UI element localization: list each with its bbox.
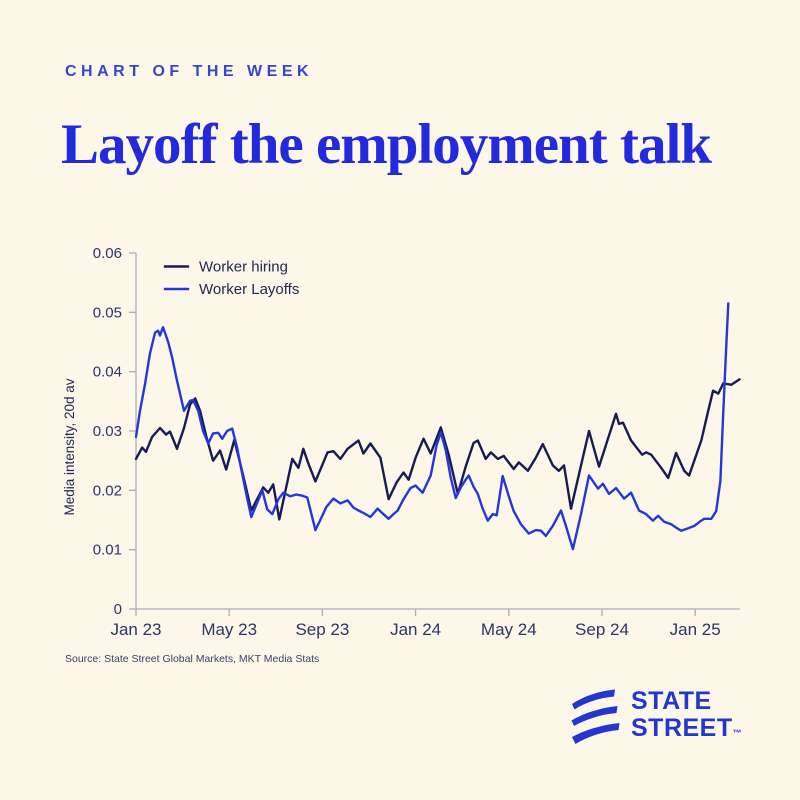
logo-text-state: STATE bbox=[631, 687, 712, 715]
x-tick-label: Jan 24 bbox=[390, 620, 441, 639]
y-tick-label: 0.03 bbox=[93, 423, 122, 440]
x-tick-label: May 24 bbox=[481, 620, 537, 639]
y-tick-label: 0.02 bbox=[93, 482, 122, 499]
trademark-symbol: ™ bbox=[732, 728, 742, 738]
series-line-worker-layoffs bbox=[134, 302, 730, 551]
page-title: Layoff the employment talk bbox=[61, 113, 712, 176]
logo-text-street: STREET bbox=[631, 714, 733, 742]
x-tick-label: Jan 25 bbox=[670, 620, 721, 639]
y-tick-label: 0.04 bbox=[93, 364, 122, 381]
y-tick-label: 0.06 bbox=[93, 245, 122, 262]
chart-series-lines bbox=[134, 302, 741, 551]
legend-label-worker-layoffs: Worker Layoffs bbox=[199, 281, 299, 298]
state-street-logo: STATE STREET™ bbox=[569, 686, 742, 747]
chart-axes: 0 0.01 0.02 0.03 0.04 0.05 0.06 Jan 23 May 23 Sep… bbox=[93, 245, 740, 639]
state-street-logo-text: STATE STREET™ bbox=[631, 688, 742, 747]
series-line-worker-hiring bbox=[134, 378, 741, 521]
source-note: Source: State Street Global Markets, MKT… bbox=[65, 653, 320, 665]
y-tick-label: 0 bbox=[114, 601, 122, 618]
y-tick-label: 0.05 bbox=[93, 304, 122, 321]
legend: Worker hiring Worker Layoffs bbox=[163, 259, 299, 298]
state-street-logo-mark-icon bbox=[571, 689, 620, 744]
kicker: CHART OF THE WEEK bbox=[65, 63, 314, 80]
x-tick-label: Sep 24 bbox=[575, 620, 629, 639]
x-tick-label: May 23 bbox=[201, 620, 257, 639]
x-tick-label: Sep 23 bbox=[295, 620, 349, 639]
y-axis-title: Media intensity, 20d av bbox=[62, 378, 77, 515]
legend-label-worker-hiring: Worker hiring bbox=[199, 259, 288, 276]
y-tick-label: 0.01 bbox=[93, 542, 122, 559]
x-tick-label: Jan 23 bbox=[110, 620, 161, 639]
